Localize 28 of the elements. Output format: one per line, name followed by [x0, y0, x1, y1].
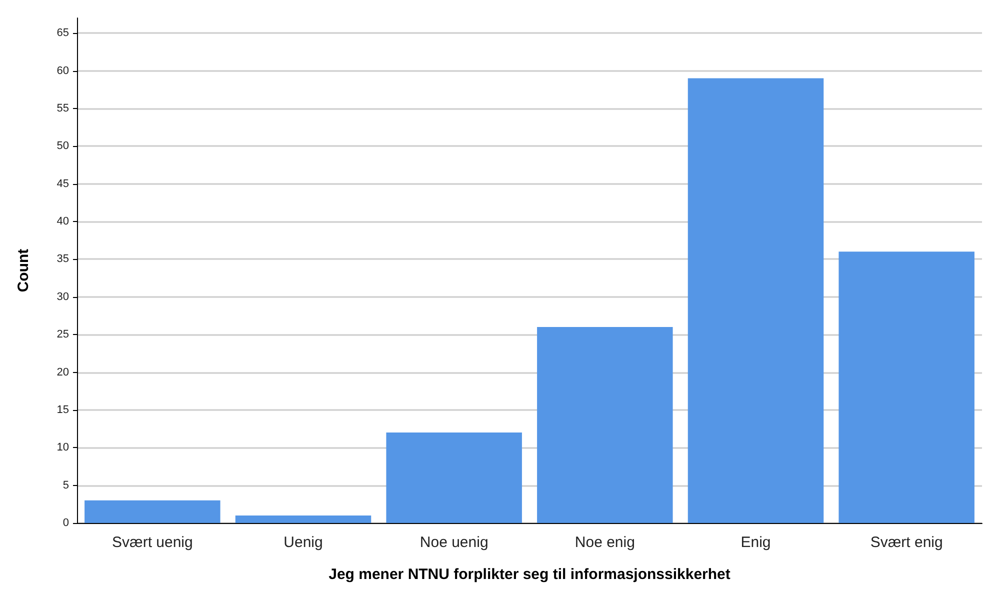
y-tick-label: 0: [62, 517, 69, 529]
y-tick-label: 50: [56, 140, 69, 152]
x-tick-label: Uenig: [284, 534, 323, 551]
bar: [537, 327, 673, 523]
x-axis-title: Jeg mener NTNU forplikter seg til informasjonssikkerhet: [328, 566, 730, 583]
y-tick-label: 55: [56, 102, 69, 114]
x-tick-label: Noe enig: [574, 534, 635, 551]
x-tick-label: Svært enig: [870, 534, 943, 551]
bar: [235, 515, 372, 523]
y-tick-label: 20: [56, 366, 69, 378]
y-axis-title: Count: [15, 248, 32, 292]
y-tick-label: 45: [56, 178, 69, 190]
y-tick-label: 60: [56, 64, 69, 77]
y-tick-label: 35: [56, 253, 69, 266]
bar: [84, 500, 220, 523]
y-tick-label: 15: [56, 404, 69, 416]
x-tick-label: Enig: [740, 534, 771, 551]
y-tick-label: 10: [56, 442, 69, 454]
y-tick-label: 25: [56, 328, 69, 341]
x-tick-label: Noe uenig: [420, 534, 488, 551]
y-tick-label: 30: [56, 290, 69, 303]
y-tick-label: 5: [62, 479, 69, 492]
y-tick-label: 65: [56, 27, 69, 40]
y-tick-label: 40: [56, 216, 69, 228]
bar: [688, 78, 824, 523]
bar: [838, 252, 974, 523]
bar: [386, 432, 522, 523]
x-tick-label: Svært uenig: [112, 534, 193, 551]
